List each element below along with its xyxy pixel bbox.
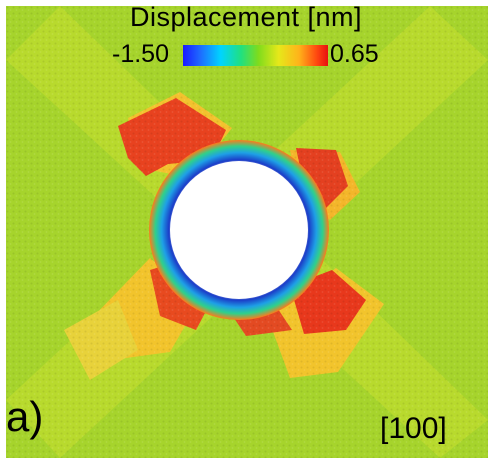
colorbar <box>183 45 328 66</box>
colorbar-max-label: 0.65 <box>330 40 379 68</box>
void <box>170 161 308 299</box>
colorbar-min-label: -1.50 <box>112 40 169 68</box>
orientation-label: [100] <box>380 412 447 445</box>
panel-label: a) <box>6 393 44 440</box>
colorbar-title: Displacement [nm] <box>129 2 363 32</box>
